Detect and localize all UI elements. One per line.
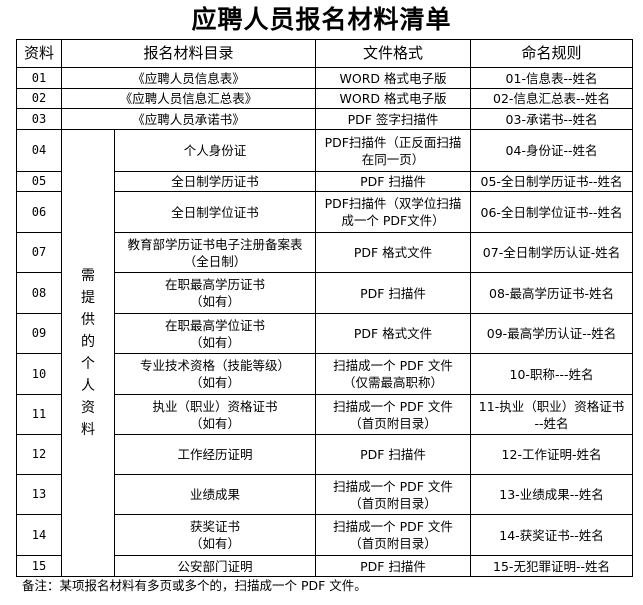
header-no: 资料 bbox=[16, 39, 62, 68]
naming-rule: 13-业绩成果--姓名 bbox=[470, 474, 634, 515]
file-format: PDF 格式文件 bbox=[315, 313, 472, 354]
row-number: 03 bbox=[16, 108, 62, 130]
row-number: 15 bbox=[16, 555, 62, 577]
naming-rule: 02-信息汇总表--姓名 bbox=[470, 88, 634, 109]
material-item: 《应聘人员信息表》 bbox=[60, 67, 317, 89]
material-item: 全日制学位证书 bbox=[113, 191, 317, 233]
table-row: 10 专业技术资格（技能等级） （如有） 扫描成一个 PDF 文件 （仅需最高职… bbox=[16, 353, 634, 395]
naming-rule: 11-执业（职业）资格证书 --姓名 bbox=[470, 394, 634, 435]
row-number: 04 bbox=[16, 129, 62, 172]
row-number: 11 bbox=[16, 394, 62, 435]
file-format: PDF 扫描件 bbox=[315, 434, 472, 475]
footnote: 备注：某项报名材料有多页或多个的，扫描成一个 PDF 文件。 bbox=[22, 578, 367, 593]
table-row: 07 教育部学历证书电子注册备案表 （全日制） PDF 格式文件 07-全日制学… bbox=[16, 232, 634, 273]
row-number: 02 bbox=[16, 88, 62, 109]
file-format: PDF扫描件（双学位扫描 成一个 PDF文件） bbox=[315, 191, 472, 233]
header-format: 文件格式 bbox=[315, 39, 472, 68]
naming-rule: 14-获奖证书--姓名 bbox=[470, 514, 634, 556]
header-naming: 命名规则 bbox=[470, 39, 634, 68]
material-item: 执业（职业）资格证书 （如有） bbox=[113, 394, 317, 435]
material-item: 全日制学历证书 bbox=[113, 171, 317, 192]
material-item: 教育部学历证书电子注册备案表 （全日制） bbox=[113, 232, 317, 273]
material-item: 专业技术资格（技能等级） （如有） bbox=[113, 353, 317, 395]
naming-rule: 12-工作证明-姓名 bbox=[470, 434, 634, 475]
naming-rule: 10-职称---姓名 bbox=[470, 353, 634, 395]
naming-rule: 05-全日制学历证书--姓名 bbox=[470, 171, 634, 192]
table-row: 03 《应聘人员承诺书》 PDF 签字扫描件 03-承诺书--姓名 bbox=[16, 108, 634, 130]
material-item: 在职最高学位证书 （如有） bbox=[113, 313, 317, 354]
table-row: 01 《应聘人员信息表》 WORD 格式电子版 01-信息表--姓名 bbox=[16, 67, 634, 89]
row-number: 06 bbox=[16, 191, 62, 233]
file-format: WORD 格式电子版 bbox=[315, 67, 472, 89]
naming-rule: 09-最高学历认证--姓名 bbox=[470, 313, 634, 354]
row-number: 09 bbox=[16, 313, 62, 354]
table-row: 09 在职最高学位证书 （如有） PDF 格式文件 09-最高学历认证--姓名 bbox=[16, 313, 634, 354]
file-format: 扫描成一个 PDF 文件 （首页附目录） bbox=[315, 394, 472, 435]
file-format: PDF 格式文件 bbox=[315, 232, 472, 273]
file-format: PDF 扫描件 bbox=[315, 555, 472, 577]
row-number: 01 bbox=[16, 67, 62, 89]
naming-rule: 03-承诺书--姓名 bbox=[470, 108, 634, 130]
header-item: 报名材料目录 bbox=[60, 39, 317, 68]
material-item: 个人身份证 bbox=[113, 129, 317, 172]
row-number: 08 bbox=[16, 272, 62, 314]
naming-rule: 15-无犯罪证明--姓名 bbox=[470, 555, 634, 577]
group-label: 需 提 供 的 个 人 资 料 bbox=[61, 129, 115, 577]
row-number: 05 bbox=[16, 171, 62, 192]
material-item: 《应聘人员信息汇总表》 bbox=[60, 88, 317, 109]
material-item: 工作经历证明 bbox=[113, 434, 317, 475]
table-row: 15 公安部门证明 PDF 扫描件 15-无犯罪证明--姓名 bbox=[16, 555, 634, 577]
material-item: 《应聘人员承诺书》 bbox=[60, 108, 317, 130]
table-row: 13 业绩成果 扫描成一个 PDF 文件 （首页附目录） 13-业绩成果--姓名 bbox=[16, 474, 634, 515]
material-item: 在职最高学历证书 （如有） bbox=[113, 272, 317, 314]
table-row: 11 执业（职业）资格证书 （如有） 扫描成一个 PDF 文件 （首页附目录） … bbox=[16, 394, 634, 435]
file-format: PDF 扫描件 bbox=[315, 272, 472, 314]
row-number: 14 bbox=[16, 514, 62, 556]
naming-rule: 08-最高学历证书-姓名 bbox=[470, 272, 634, 314]
file-format: 扫描成一个 PDF 文件 （首页附目录） bbox=[315, 514, 472, 556]
page-title: 应聘人员报名材料清单 bbox=[191, 5, 452, 34]
file-format: PDF 扫描件 bbox=[315, 171, 472, 192]
file-format: 扫描成一个 PDF 文件 （仅需最高职称） bbox=[315, 353, 472, 395]
material-item: 业绩成果 bbox=[113, 474, 317, 515]
row-number: 13 bbox=[16, 474, 62, 515]
naming-rule: 01-信息表--姓名 bbox=[470, 67, 634, 89]
row-number: 07 bbox=[16, 232, 62, 273]
material-item: 公安部门证明 bbox=[113, 555, 317, 577]
file-format: PDF扫描件（正反面扫描 在同一页） bbox=[315, 129, 472, 172]
file-format: 扫描成一个 PDF 文件 （首页附目录） bbox=[315, 474, 472, 515]
row-number: 10 bbox=[16, 353, 62, 395]
table-row: 02 《应聘人员信息汇总表》 WORD 格式电子版 02-信息汇总表--姓名 bbox=[16, 88, 634, 109]
table-row: 04 需 提 供 的 个 人 资 料 个人身份证 PDF扫描件（正反面扫描 在同一… bbox=[16, 129, 634, 577]
material-item: 获奖证书 （如有） bbox=[113, 514, 317, 556]
naming-rule: 06-全日制学位证书--姓名 bbox=[470, 191, 634, 233]
row-number: 12 bbox=[16, 434, 62, 475]
header-row: 资料 报名材料目录 文件格式 命名规则 bbox=[16, 39, 634, 68]
table-row: 08 在职最高学历证书 （如有） PDF 扫描件 08-最高学历证书-姓名 bbox=[16, 272, 634, 314]
file-format: WORD 格式电子版 bbox=[315, 88, 472, 109]
materials-table: 资料 报名材料目录 文件格式 命名规则 01 《应聘人员信息表》 WORD 格式… bbox=[16, 39, 634, 577]
naming-rule: 07-全日制学历认证-姓名 bbox=[470, 232, 634, 273]
table-row: 06 全日制学位证书 PDF扫描件（双学位扫描 成一个 PDF文件） 06-全日… bbox=[16, 191, 634, 233]
naming-rule: 04-身份证--姓名 bbox=[470, 129, 634, 172]
file-format: PDF 签字扫描件 bbox=[315, 108, 472, 130]
